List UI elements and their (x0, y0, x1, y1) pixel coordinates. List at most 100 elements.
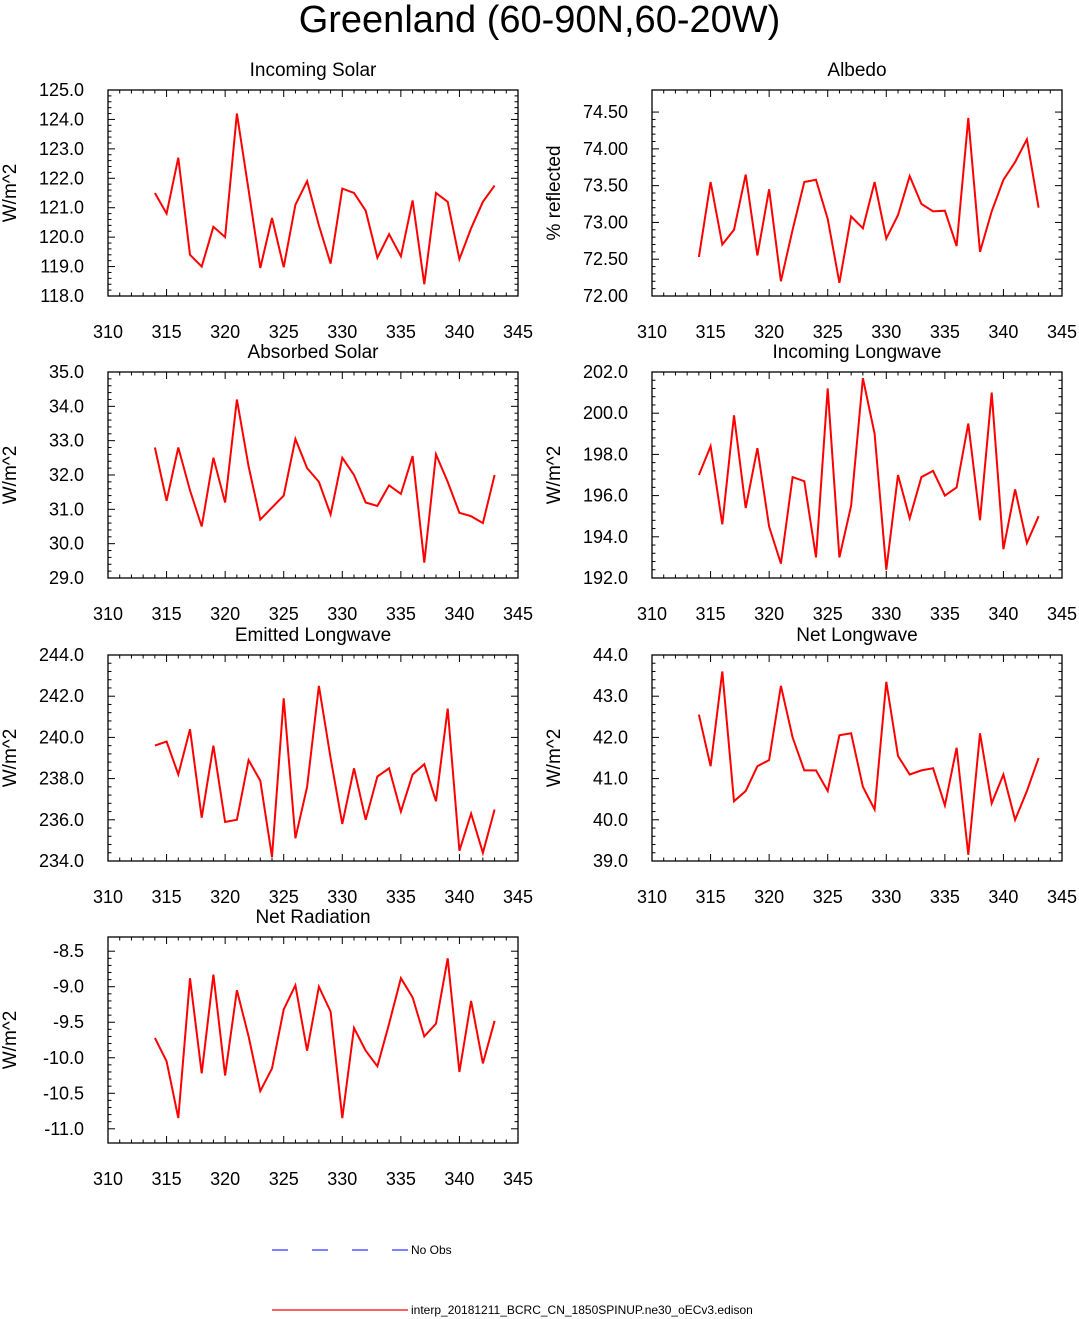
y-tick-label: 73.00 (583, 212, 628, 232)
x-tick-label: 340 (988, 604, 1018, 624)
x-tick-label: 320 (210, 887, 240, 907)
x-tick-label: 325 (813, 604, 843, 624)
y-tick-label: 124.0 (39, 109, 84, 129)
y-tick-label: -11.0 (44, 1119, 84, 1139)
y-axis-label: W/m^2 (0, 1011, 21, 1070)
x-tick-label: 335 (386, 604, 416, 624)
x-tick-label: 325 (269, 1169, 299, 1189)
y-tick-label: 236.0 (39, 810, 84, 830)
y-tick-label: 122.0 (39, 168, 84, 188)
y-tick-label: 120.0 (39, 227, 84, 247)
x-tick-label: 310 (93, 887, 123, 907)
y-tick-label: 123.0 (39, 139, 84, 159)
x-tick-label: 330 (871, 322, 901, 342)
x-tick-label: 340 (988, 322, 1018, 342)
chart-title: Net Longwave (796, 625, 917, 646)
series-line-1 (697, 671, 1040, 855)
y-tick-label: 234.0 (39, 851, 84, 871)
chart-title: Albedo (827, 60, 886, 81)
x-tick-label: 345 (1047, 887, 1077, 907)
x-tick-label: 330 (871, 604, 901, 624)
x-tick-label: 335 (386, 1169, 416, 1189)
x-tick-label: 320 (210, 322, 240, 342)
y-tick-label: 30.0 (49, 534, 84, 554)
x-tick-label: 310 (93, 604, 123, 624)
y-tick-label: -10.0 (43, 1048, 84, 1068)
chart-panel-4: Incoming Longwave W/m^2 310 315 320 325 330 335… (544, 342, 1077, 624)
legend-obs-label: No Obs (411, 1243, 452, 1257)
x-tick-label: 325 (269, 322, 299, 342)
y-tick-label: 41.0 (593, 769, 628, 789)
y-tick-label: 42.0 (593, 727, 628, 747)
x-tick-label: 335 (930, 604, 960, 624)
chart-title: Emitted Longwave (235, 625, 391, 646)
x-tick-label: 320 (754, 604, 784, 624)
x-tick-label: 310 (637, 604, 667, 624)
y-tick-label: 192.0 (583, 568, 628, 588)
x-tick-label: 325 (269, 887, 299, 907)
series-line-1 (154, 113, 496, 285)
y-tick-label: 202.0 (583, 362, 628, 382)
chart-title: Absorbed Solar (248, 342, 380, 363)
y-axis-label: W/m^2 (0, 446, 21, 505)
figure-title: Greenland (60-90N,60-20W) (298, 0, 781, 41)
series-line-1 (697, 117, 1040, 283)
y-tick-label: 121.0 (39, 198, 84, 218)
y-tick-label: 196.0 (583, 486, 628, 506)
y-tick-label: 29.0 (49, 568, 84, 588)
series-line-1 (154, 685, 496, 858)
chart-title: Incoming Solar (250, 60, 377, 81)
x-tick-label: 330 (327, 604, 357, 624)
y-tick-label: 119.0 (40, 257, 84, 277)
x-tick-label: 325 (269, 604, 299, 624)
y-tick-label: 238.0 (39, 769, 84, 789)
x-tick-label: 315 (696, 887, 726, 907)
x-tick-label: 325 (813, 322, 843, 342)
x-tick-label: 320 (210, 1169, 240, 1189)
chart-panel-3: Absorbed Solar W/m^2 310 315 320 325 330 335 340… (0, 342, 533, 624)
x-tick-label: 310 (637, 887, 667, 907)
x-tick-label: 335 (930, 887, 960, 907)
legend: No Obs interp_20181211_BCRC_CN_1850SPINU… (272, 1243, 753, 1317)
plot-frame (107, 936, 519, 1144)
y-tick-label: 194.0 (583, 527, 628, 547)
y-axis-label: W/m^2 (544, 729, 565, 788)
y-tick-label: 200.0 (583, 403, 628, 423)
series-line-1 (153, 399, 496, 563)
x-tick-label: 310 (637, 322, 667, 342)
chart-title: Net Radiation (255, 907, 370, 928)
x-tick-label: 340 (444, 1169, 474, 1189)
y-tick-label: 33.0 (49, 431, 84, 451)
x-tick-label: 340 (444, 887, 474, 907)
plot-frame (651, 371, 1063, 579)
y-tick-label: 44.0 (593, 645, 628, 665)
plot-frame (107, 654, 519, 862)
y-axis-label: W/m^2 (0, 729, 21, 788)
y-axis-label: W/m^2 (544, 446, 565, 505)
y-axis-label: W/m^2 (0, 164, 21, 223)
y-tick-label: -8.5 (53, 941, 84, 961)
x-tick-label: 315 (696, 322, 726, 342)
chart-panel-5: Emitted Longwave W/m^2 310 315 320 325 330 335 3… (0, 625, 533, 907)
y-tick-label: 31.0 (49, 499, 84, 519)
x-tick-label: 315 (696, 604, 726, 624)
y-tick-label: -9.5 (53, 1012, 84, 1032)
y-tick-label: 72.00 (583, 286, 628, 306)
y-tick-label: -9.0 (53, 977, 84, 997)
series-line-1 (154, 958, 496, 1119)
x-tick-label: 320 (210, 604, 240, 624)
series-line-1 (697, 377, 1040, 570)
y-tick-label: 43.0 (593, 686, 628, 706)
x-tick-label: 310 (93, 322, 123, 342)
x-tick-label: 335 (930, 322, 960, 342)
y-tick-label: 73.50 (583, 176, 628, 196)
chart-panel-6: Net Longwave W/m^2 310 315 320 325 330 335 340 34… (544, 625, 1077, 907)
chart-title: Incoming Longwave (773, 342, 942, 363)
legend-model-label: interp_20181211_BCRC_CN_1850SPINUP.ne30_… (411, 1303, 753, 1317)
x-tick-label: 335 (386, 322, 416, 342)
y-tick-label: -10.5 (43, 1083, 84, 1103)
x-tick-label: 310 (93, 1169, 123, 1189)
x-tick-label: 345 (503, 887, 533, 907)
x-tick-label: 320 (754, 887, 784, 907)
